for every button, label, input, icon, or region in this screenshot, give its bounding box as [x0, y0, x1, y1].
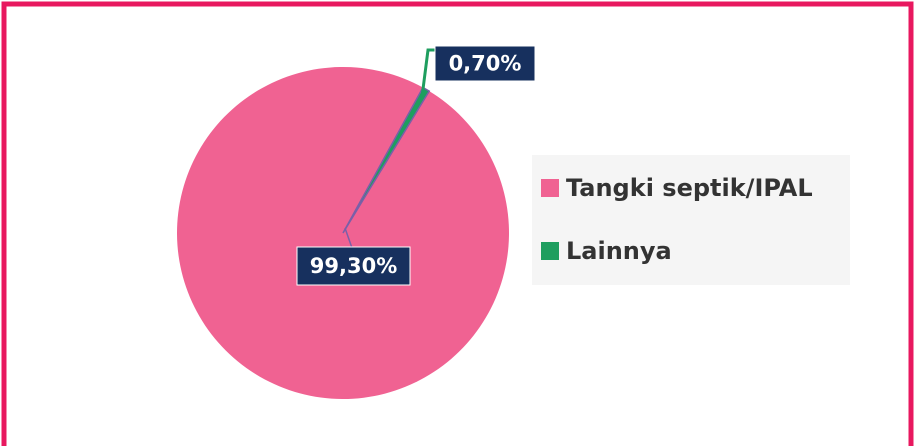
- data-label: 0,70%: [449, 52, 522, 76]
- data-label-box: [434, 45, 536, 82]
- leader-line: [420, 48, 437, 97]
- legend-label: Tangki septik/IPAL: [566, 174, 813, 202]
- data-label-box: [296, 246, 411, 286]
- data-label: 99,30%: [310, 254, 397, 278]
- leader-line: [344, 227, 353, 249]
- legend-swatch: [541, 242, 559, 260]
- legend-box: [532, 155, 850, 285]
- legend-label: Lainnya: [566, 237, 672, 265]
- legend-swatch: [541, 179, 559, 197]
